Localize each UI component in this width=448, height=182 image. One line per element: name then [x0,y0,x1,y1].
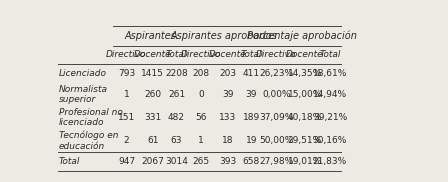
Text: Total: Total [59,157,80,166]
Text: 37,09%: 37,09% [259,113,293,122]
Text: 793: 793 [118,69,135,78]
Text: 265: 265 [192,157,209,166]
Text: 189: 189 [243,113,260,122]
Text: Directivo: Directivo [106,50,147,59]
Text: 208: 208 [192,69,209,78]
Text: Docente: Docente [134,50,172,59]
Text: 39: 39 [222,90,233,99]
Text: 411: 411 [243,69,260,78]
Text: 19,01%: 19,01% [288,157,322,166]
Text: 29,51%: 29,51% [288,136,322,145]
Text: 63: 63 [171,136,182,145]
Text: 1: 1 [198,136,204,145]
Text: 40,18%: 40,18% [288,113,322,122]
Text: 21,83%: 21,83% [313,157,347,166]
Text: Normalista
superior: Normalista superior [59,85,108,104]
Text: 947: 947 [118,157,135,166]
Text: 14,35%: 14,35% [288,69,322,78]
Text: 133: 133 [219,113,237,122]
Text: Docente: Docente [209,50,247,59]
Text: 39: 39 [246,90,257,99]
Text: Aspirantes: Aspirantes [124,31,176,41]
Text: 26,23%: 26,23% [259,69,293,78]
Text: 1: 1 [124,90,129,99]
Text: 19: 19 [246,136,257,145]
Text: 658: 658 [243,157,260,166]
Text: Tecnólogo en
educación: Tecnólogo en educación [59,131,118,151]
Text: 261: 261 [168,90,185,99]
Text: 260: 260 [144,90,161,99]
Text: 2067: 2067 [142,157,164,166]
Text: 482: 482 [168,113,185,122]
Text: 39,21%: 39,21% [313,113,347,122]
Text: 151: 151 [118,113,135,122]
Text: Docente: Docente [286,50,324,59]
Text: 27,98%: 27,98% [259,157,293,166]
Text: 1415: 1415 [142,69,164,78]
Text: 30,16%: 30,16% [313,136,347,145]
Text: 393: 393 [219,157,237,166]
Text: 3014: 3014 [165,157,188,166]
Text: 18: 18 [222,136,233,145]
Text: 61: 61 [147,136,159,145]
Text: Total: Total [241,50,262,59]
Text: Licenciado: Licenciado [59,69,107,78]
Text: 56: 56 [195,113,207,122]
Text: 0,00%: 0,00% [262,90,291,99]
Text: 14,94%: 14,94% [313,90,347,99]
Text: 0: 0 [198,90,204,99]
Text: 203: 203 [220,69,237,78]
Text: 2208: 2208 [165,69,188,78]
Text: 2: 2 [124,136,129,145]
Text: Directivo: Directivo [181,50,221,59]
Text: Aspirantes aprobados: Aspirantes aprobados [171,31,278,41]
Text: Porcentaje aprobación: Porcentaje aprobación [246,31,357,41]
Text: Total: Total [319,50,340,59]
Text: 18,61%: 18,61% [313,69,347,78]
Text: 50,00%: 50,00% [259,136,293,145]
Text: 331: 331 [144,113,161,122]
Text: Profesional no
licenciado: Profesional no licenciado [59,108,123,127]
Text: Directivo: Directivo [256,50,297,59]
Text: 15,00%: 15,00% [288,90,322,99]
Text: Total: Total [166,50,187,59]
